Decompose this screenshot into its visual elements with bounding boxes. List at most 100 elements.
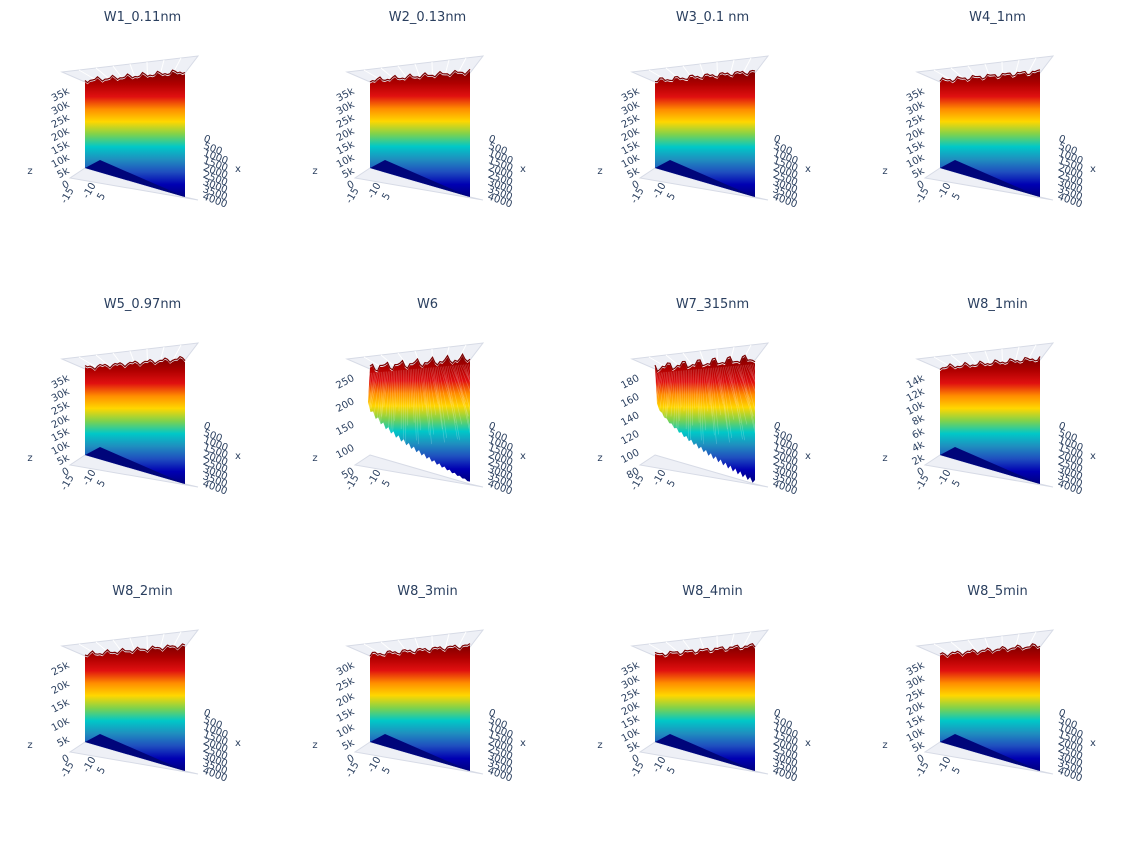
surface-ridge — [655, 69, 756, 83]
surface-ridge — [84, 355, 186, 371]
z-tick-label: 4k — [911, 439, 927, 455]
z-tick-label: 25k — [335, 675, 357, 694]
z-tick-label: 20k — [50, 678, 72, 697]
surface-ridge — [369, 643, 471, 657]
subplot-w1[interactable]: W1_0.11nm 35k 30k 25k 20k 15k 10k 5k 0 -15 -10 5 0 50… — [0, 0, 285, 287]
surface-ridge — [369, 352, 471, 372]
y-tick-label: 5 — [950, 478, 963, 489]
z-tick-label: 80 — [625, 466, 641, 482]
z-axis-title: z — [597, 453, 602, 464]
z-tick-label: 100 — [619, 447, 641, 466]
z-tick-label: 0 — [346, 179, 357, 192]
z-tick-label: 180 — [619, 373, 641, 392]
z-tick-label: 30k — [335, 660, 357, 679]
surface-floor — [85, 447, 185, 484]
surface-floor — [85, 160, 185, 197]
scene-box — [915, 629, 1055, 775]
surface-face — [368, 355, 470, 482]
y-tick-label: 5 — [380, 478, 393, 489]
x-tick-label: 0 — [1057, 133, 1067, 146]
z-axis-title: z — [597, 740, 602, 751]
y-tick-label: -15 — [59, 760, 77, 780]
z-tick-label: 160 — [619, 392, 641, 411]
surface-ridge — [654, 354, 756, 373]
back-wall — [915, 629, 1055, 657]
floor — [638, 454, 769, 488]
z-tick-label: 200 — [334, 396, 356, 415]
subplot-title: W6 — [416, 297, 439, 312]
z-tick-label: 15k — [335, 706, 357, 725]
surface-floor — [655, 160, 755, 197]
subplot-title: W8_2min — [112, 584, 173, 599]
subplot-title: W8_4min — [682, 584, 743, 599]
y-tick-label: -15 — [629, 760, 647, 780]
y-tick-label: -15 — [344, 186, 362, 206]
subplot-w8-3min[interactable]: W8_3min 30k 25k 20k 15k 10k 5k 0 -15 -10 5 0 500 1000… — [285, 574, 570, 861]
subplot-w8-1min[interactable]: W8_1min 14k 12k 10k 8k 6k 4k 2k 0 -15 -10 5 0 500 1000… — [855, 287, 1140, 574]
x-axis-title: x — [1090, 738, 1096, 749]
z-tick-label: 140 — [619, 410, 641, 429]
subplot-title: W5_0.97nm — [103, 297, 182, 312]
subplot-w8-2min[interactable]: W8_2min 25k 20k 15k 10k 5k 0 -15 -10 5 0 500 1000 150… — [0, 574, 285, 861]
subplot-w2[interactable]: W2_0.13nm 35k 30k 25k 20k 15k 10k 5k 0 -15 -10 5 0 50… — [285, 0, 570, 287]
x-tick-label: 0 — [202, 707, 212, 720]
z-tick-label: 5k — [56, 734, 72, 750]
z-tick-label: 0 — [61, 753, 72, 766]
surface-ridge — [84, 69, 186, 84]
z-tick-label: 0 — [61, 466, 72, 479]
z-tick-label: 5k — [341, 166, 357, 182]
subplot-title: W3_0.1 nm — [675, 10, 750, 25]
subplot-title: W8_3min — [397, 584, 458, 599]
y-tick-label: -15 — [59, 473, 77, 493]
surface-floor — [940, 160, 1040, 197]
z-axis-title: z — [882, 740, 887, 751]
z-tick-label: 10k — [50, 716, 72, 735]
y-tick-label: 5 — [95, 478, 108, 489]
z-tick-label: 150 — [334, 419, 356, 438]
subplot-title: W1_0.11nm — [103, 10, 182, 25]
x-tick-label: 0 — [772, 133, 782, 146]
y-tick-label: -15 — [914, 760, 932, 780]
z-axis-title: z — [312, 453, 317, 464]
surface-face — [655, 356, 755, 483]
subplot-w6[interactable]: W6 250 200 150 100 50 -15 -10 5 0 500 1000 1500 2000 2… — [285, 287, 570, 574]
z-tick-label: 100 — [334, 443, 356, 462]
subplot-w5[interactable]: W5_0.97nm 35k 30k 25k 20k 15k 10k 5k 0 -15 -10 5 0 50… — [0, 287, 285, 574]
x-tick-label: 0 — [1057, 707, 1067, 720]
subplot-w8-4min[interactable]: W8_4min 35k 30k 25k 20k 15k 10k 5k 0 -15 -10 5 0 500 1… — [570, 574, 855, 861]
z-tick-label: 5k — [56, 453, 72, 469]
x-axis-title: x — [235, 451, 241, 462]
floor — [353, 454, 484, 488]
surface-floor — [370, 160, 470, 197]
y-tick-label: 5 — [950, 765, 963, 776]
z-axis-title: z — [312, 740, 317, 751]
floor — [923, 454, 1054, 488]
subplot-w3[interactable]: W3_0.1 nm 35k 30k 25k 20k 15k 10k 5k 0 -15 -10 5 0 50… — [570, 0, 855, 287]
subplot-w4[interactable]: W4_1nm 35k 30k 25k 20k 15k 10k 5k 0 -15 -10 5 0 500 10… — [855, 0, 1140, 287]
y-tick-label: 5 — [665, 765, 678, 776]
x-axis-title: x — [1090, 164, 1096, 175]
x-axis-title: x — [805, 738, 811, 749]
subplot-w8-5min[interactable]: W8_5min 35k 30k 25k 20k 15k 10k 5k 0 -15 -10 5 0 500 1… — [855, 574, 1140, 861]
z-tick-label: 0 — [916, 466, 927, 479]
surface-ridge — [654, 642, 756, 657]
y-tick-label: 5 — [950, 191, 963, 202]
z-axis-title: z — [597, 166, 602, 177]
z-axis-title: z — [882, 166, 887, 177]
z-tick-label: 5k — [341, 737, 357, 753]
back-wall — [630, 342, 770, 370]
z-tick-label: 50 — [340, 466, 356, 482]
subplot-w7[interactable]: W7_315nm 180 160 140 120 100 80 -15 -10 5 0 500 1000… — [570, 287, 855, 574]
